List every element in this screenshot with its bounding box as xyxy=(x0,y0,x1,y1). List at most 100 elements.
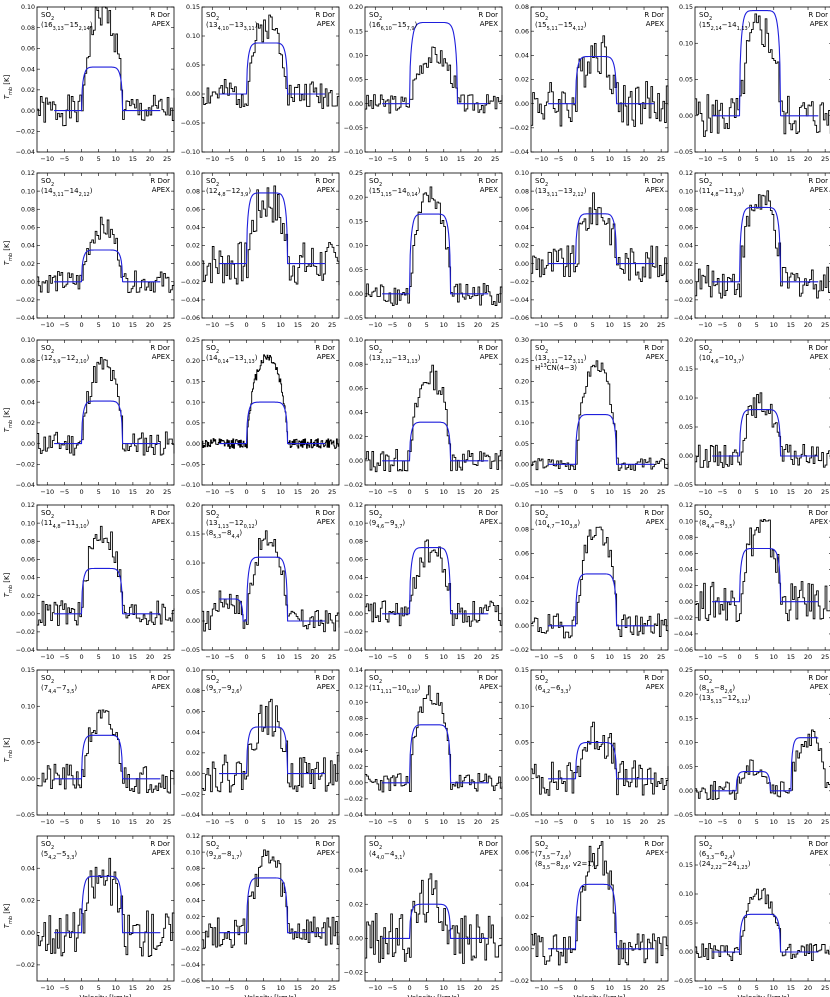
x-tick-label: 0 xyxy=(407,984,411,992)
x-tick-label: 20 xyxy=(640,488,648,496)
plot-frame xyxy=(694,504,830,651)
plot-frame xyxy=(201,669,340,816)
y-tick-label: 0.15 xyxy=(349,28,363,35)
telescope-label: APEX xyxy=(810,849,828,857)
y-tick-label: 0.20 xyxy=(679,337,693,344)
y-tick-label: 0.06 xyxy=(515,551,529,558)
observed-spectrum xyxy=(37,216,175,293)
plot-frame xyxy=(36,339,175,486)
x-tick-label: 25 xyxy=(328,488,336,496)
x-tick-label: −5 xyxy=(388,653,398,661)
source-label: R Dor xyxy=(315,344,335,352)
y-tick-label: 0.00 xyxy=(21,279,35,286)
transition-label: (163,13−152,14) xyxy=(41,21,93,32)
x-tick-label: −10 xyxy=(534,818,548,826)
x-tick-label: 0 xyxy=(737,321,741,329)
x-tick-label: −10 xyxy=(40,155,54,163)
y-tick-label: −0.02 xyxy=(344,629,363,636)
transition-label: (94,6−93,7) xyxy=(369,519,405,530)
y-tick-label: 0.06 xyxy=(186,882,200,889)
y-tick-label: 0.00 xyxy=(349,936,363,943)
spectrum-panel-22: −10 −5 0 5 10 15 20 25 −0.04 −0.02 0.00 0.02 0.04 0.0… xyxy=(181,667,340,826)
observed-spectrum xyxy=(695,13,830,138)
y-axis-label: Tmb [K] xyxy=(3,74,14,99)
source-label: R Dor xyxy=(478,344,498,352)
x-tick-label: 20 xyxy=(311,984,319,992)
y-tick-label: 0.00 xyxy=(21,108,35,115)
y-tick-label: −0.05 xyxy=(344,315,363,322)
species-label: SO2 xyxy=(206,11,219,22)
y-tick-label: 0.04 xyxy=(21,399,35,406)
y-tick-label: 0.00 xyxy=(186,91,200,98)
y-tick-label: 0.02 xyxy=(21,261,35,268)
species-label: SO2 xyxy=(369,344,382,355)
x-tick-label: 25 xyxy=(491,984,499,992)
x-tick-label: 10 xyxy=(606,818,614,826)
x-tick-label: 20 xyxy=(474,984,482,992)
y-tick-label: 0.04 xyxy=(515,882,529,889)
y-tick-label: 0.15 xyxy=(515,399,529,406)
y-tick-label: 0.06 xyxy=(186,709,200,716)
x-tick-label: 10 xyxy=(112,818,120,826)
source-label: R Dor xyxy=(808,509,828,517)
x-tick-label: −5 xyxy=(225,321,235,329)
x-tick-label: 0 xyxy=(79,818,83,826)
model-spectrum xyxy=(219,192,326,265)
spectrum-panel-5: −10 −5 0 5 10 15 20 25 −0.05 0.00 0.05 0.10 0.15 SO2(… xyxy=(674,4,830,163)
x-tick-label: 15 xyxy=(457,984,465,992)
y-tick-label: 0.12 xyxy=(679,502,693,509)
y-tick-label: −0.04 xyxy=(344,647,363,654)
x-tick-label: −10 xyxy=(368,818,382,826)
x-tick-label: 5 xyxy=(591,488,595,496)
x-tick-label: −10 xyxy=(205,653,219,661)
y-tick-label: 0.10 xyxy=(349,699,363,706)
y-tick-label: 0.02 xyxy=(186,243,200,250)
spectrum-panel-11: −10 −5 0 5 10 15 20 25 −0.04 −0.02 0.00 0.02 0.04 0.0… xyxy=(3,337,175,496)
observed-spectrum xyxy=(531,35,669,127)
x-tick-label: 0 xyxy=(244,155,248,163)
x-tick-label: −5 xyxy=(554,321,564,329)
telescope-label: APEX xyxy=(317,353,335,361)
x-tick-label: 15 xyxy=(457,818,465,826)
y-tick-label: −0.02 xyxy=(16,461,35,468)
observed-spectrum xyxy=(531,192,669,282)
y-tick-label: 0.00 xyxy=(679,453,693,460)
x-axis-label: Velocity [km/s] xyxy=(737,994,789,997)
y-tick-label: 0.00 xyxy=(21,611,35,618)
transition-label: (84,4−83,5) xyxy=(699,519,735,530)
y-tick-label: 0.12 xyxy=(21,170,35,177)
y-tick-label: 0.04 xyxy=(21,575,35,582)
y-tick-label: −0.02 xyxy=(510,978,529,985)
x-tick-label: −10 xyxy=(368,488,382,496)
x-tick-label: 25 xyxy=(657,984,665,992)
model-spectrum xyxy=(548,741,655,780)
y-tick-label: 0.10 xyxy=(349,337,363,344)
telescope-label: APEX xyxy=(317,518,335,526)
y-tick-label: −0.05 xyxy=(510,482,529,489)
x-tick-label: 20 xyxy=(311,321,319,329)
y-tick-label: −0.04 xyxy=(16,647,35,654)
x-tick-label: −5 xyxy=(718,155,728,163)
spectrum-panel-3: −10 −5 0 5 10 15 20 25 −0.10 −0.05 0.00 0.05 0.10 0.1… xyxy=(344,4,503,163)
y-tick-label: 0.25 xyxy=(186,337,200,344)
y-tick-label: 0.06 xyxy=(515,28,529,35)
spectrum-panel-6: −10 −5 0 5 10 15 20 25 −0.04 −0.02 0.00 0.02 0.04 0.0… xyxy=(3,170,175,329)
spectrum-panel-25: −10 −5 0 5 10 15 20 25 −0.05 0.00 0.05 0.10 0.15 0.20… xyxy=(674,667,830,826)
x-tick-label: 10 xyxy=(277,155,285,163)
x-tick-label: 25 xyxy=(821,984,829,992)
transition-label: (44,0−43,1) xyxy=(369,850,405,861)
model-spectrum xyxy=(712,913,819,953)
y-tick-label: 0.02 xyxy=(349,593,363,600)
x-tick-label: −5 xyxy=(225,488,235,496)
y-tick-label: −0.02 xyxy=(181,791,200,798)
y-tick-label: −0.02 xyxy=(674,297,693,304)
telescope-label: APEX xyxy=(152,186,170,194)
x-tick-label: 15 xyxy=(129,818,137,826)
source-label: R Dor xyxy=(478,840,498,848)
telescope-label: APEX xyxy=(810,353,828,361)
x-tick-label: 20 xyxy=(311,155,319,163)
source-label: R Dor xyxy=(315,509,335,517)
y-tick-label: 0.02 xyxy=(186,750,200,757)
x-tick-label: 20 xyxy=(640,818,648,826)
x-tick-label: 10 xyxy=(606,984,614,992)
